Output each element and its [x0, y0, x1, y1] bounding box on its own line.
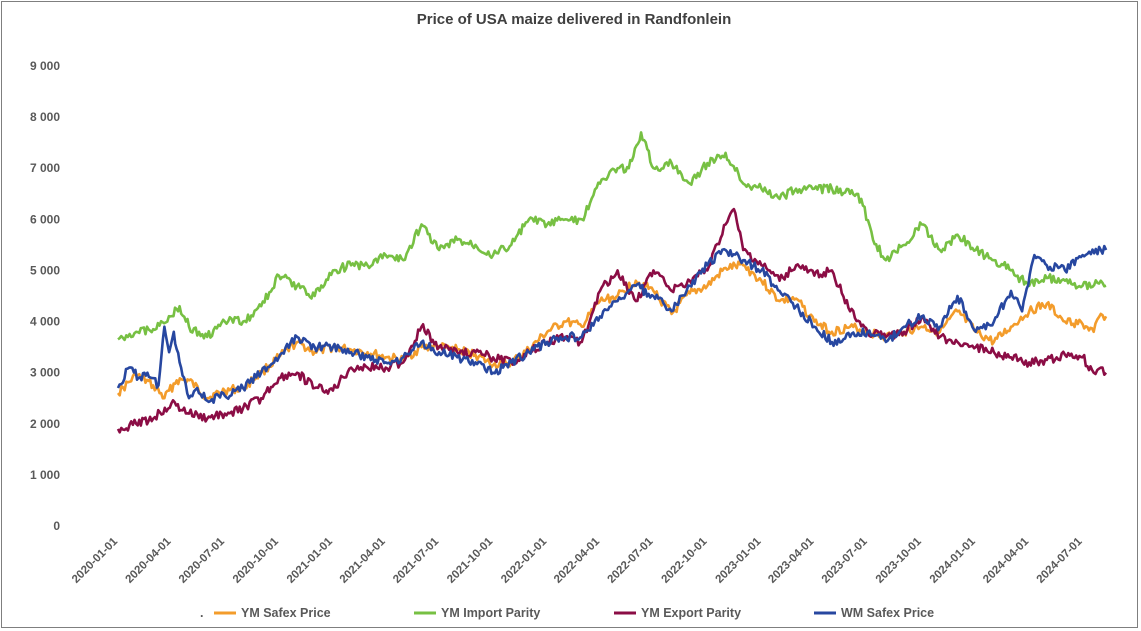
- y-tick-label: 9 000: [30, 59, 60, 73]
- y-tick-label: 3 000: [30, 366, 60, 380]
- legend-label: YM Safex Price: [241, 606, 331, 620]
- legend: . YM Safex Price YM Import Parity YM Export…: [200, 606, 934, 620]
- y-tick-label: 4 000: [30, 315, 60, 329]
- y-tick-label: 8 000: [30, 110, 60, 124]
- x-tick-label: 2020-04-01: [123, 535, 174, 586]
- x-tick-label: 2022-01-01: [499, 535, 550, 586]
- x-axis: 2020-01-01 2020-04-01 2020-07-01 2020-10-01…: [70, 535, 1085, 586]
- x-tick-label: 2022-04-01: [552, 535, 603, 586]
- legend-label: YM Import Parity: [441, 606, 540, 620]
- y-tick-label: 6 000: [30, 212, 60, 226]
- x-tick-label: 2021-04-01: [338, 535, 389, 586]
- x-tick-label: 2021-01-01: [285, 535, 336, 586]
- x-tick-label: 2022-07-01: [605, 535, 656, 586]
- series-line-ym-safex-price: [116, 260, 1108, 402]
- legend-label: WM Safex Price: [841, 606, 934, 620]
- legend-label: YM Export Parity: [641, 606, 741, 620]
- y-tick-label: 2 000: [30, 417, 60, 431]
- x-tick-label: 2023-04-01: [766, 535, 817, 586]
- x-tick-label: 2020-07-01: [177, 535, 228, 586]
- x-tick-label: 2020-01-01: [70, 535, 121, 586]
- x-tick-label: 2021-10-01: [445, 535, 496, 586]
- y-tick-label: 5 000: [30, 263, 60, 277]
- x-tick-label: 2022-10-01: [659, 535, 710, 586]
- y-tick-label: 7 000: [30, 161, 60, 175]
- series-line-wm-safex-price: [116, 244, 1108, 404]
- series-line-ym-import-parity: [117, 131, 1107, 342]
- x-tick-label: 2024-07-01: [1035, 535, 1086, 586]
- x-tick-label: 2020-10-01: [231, 535, 282, 586]
- x-tick-label: 2024-01-01: [928, 535, 979, 586]
- series-line-ym-export-parity: [116, 207, 1108, 434]
- chart-title: Price of USA maize delivered in Randfonl…: [417, 11, 732, 28]
- x-tick-label: 2023-07-01: [820, 535, 871, 586]
- series-layer: [116, 131, 1108, 434]
- y-tick-label: 0: [53, 519, 60, 533]
- x-tick-label: 2021-07-01: [391, 535, 442, 586]
- y-axis: 0 1 000 2 000 3 000 4 000 5 000 6 000 7 000 8 00…: [30, 59, 60, 533]
- x-tick-label: 2023-01-01: [713, 535, 764, 586]
- y-tick-label: 1 000: [30, 468, 60, 482]
- x-tick-label: 2023-10-01: [874, 535, 925, 586]
- x-tick-label: 2024-04-01: [981, 535, 1032, 586]
- legend-marker: .: [200, 606, 203, 620]
